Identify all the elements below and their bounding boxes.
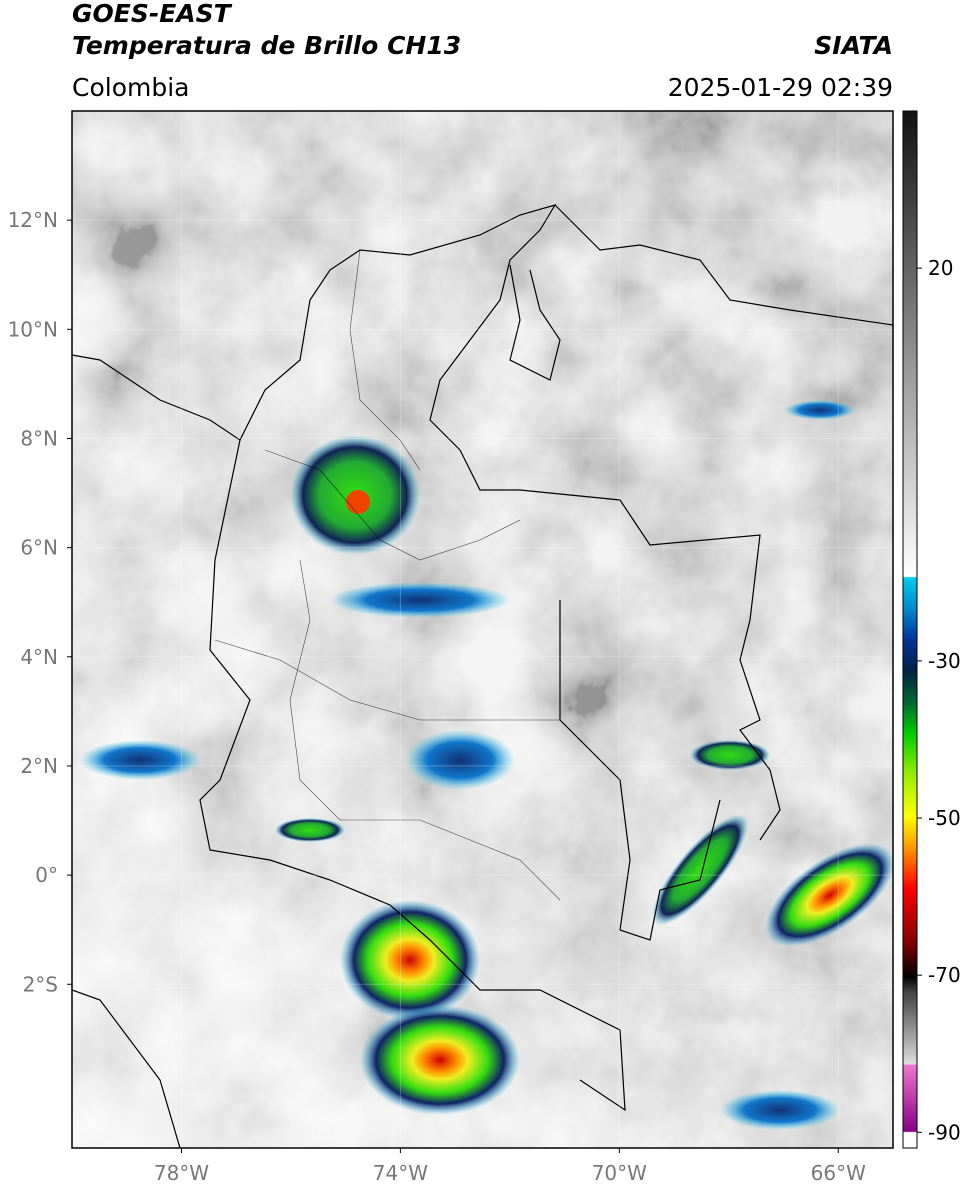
lat-tick-label: 6°N	[20, 536, 58, 560]
colorbar-tick-label: -90	[928, 1120, 961, 1144]
lon-tick-label: 70°W	[592, 1161, 647, 1185]
title: GOES-EAST	[72, 0, 233, 28]
colorbar-tick-label: -30	[928, 649, 961, 673]
region: Colombia	[72, 73, 189, 102]
agency: SIATA	[814, 31, 893, 60]
lat-tick-label: 2°S	[23, 972, 58, 996]
colorbar-tick-label: 20	[928, 256, 953, 280]
map-frame	[71, 110, 894, 1149]
colorbar	[902, 110, 918, 1149]
lat-tick-label: 4°N	[20, 645, 58, 669]
graticule	[72, 111, 893, 1148]
lat-tick-label: 12°N	[8, 208, 58, 232]
map-image	[72, 111, 893, 1148]
lat-tick-label: 8°N	[20, 426, 58, 450]
lat-tick-label: 10°N	[8, 317, 58, 341]
lat-tick-label: 2°N	[20, 754, 58, 778]
timestamp: 2025-01-29 02:39	[668, 73, 893, 102]
subtitle: Temperatura de Brillo CH13	[72, 31, 461, 60]
lon-tick-label: 78°W	[154, 1161, 209, 1185]
lat-tick-label: 0°	[35, 863, 58, 887]
lon-tick-label: 66°W	[811, 1161, 866, 1185]
colorbar-tick-label: -70	[928, 963, 961, 987]
lon-tick-label: 74°W	[373, 1161, 428, 1185]
colorbar-tick-label: -50	[928, 806, 961, 830]
